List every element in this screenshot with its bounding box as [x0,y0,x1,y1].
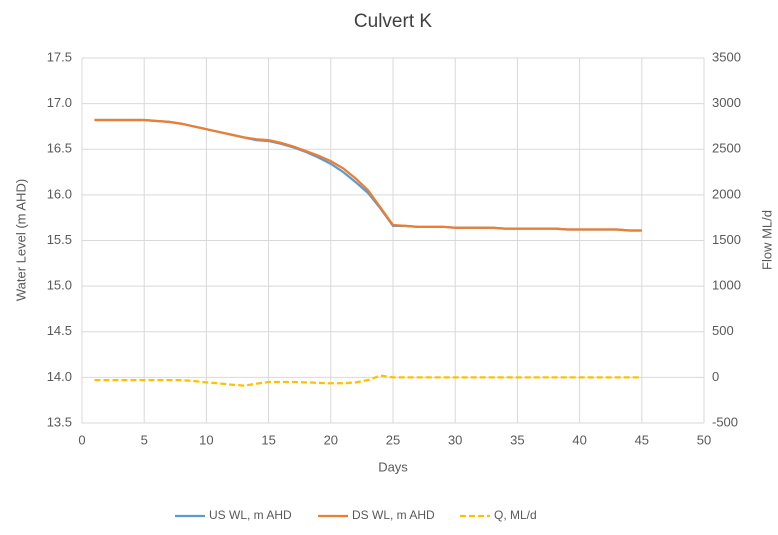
y-axis-label: Water Level (m AHD) [13,179,28,301]
y-tick-label: 16.0 [47,186,72,201]
y2-tick-label: 3000 [712,95,741,110]
y-tick-label: 13.5 [47,414,72,429]
legend-label: US WL, m AHD [209,508,292,522]
x-tick-label: 20 [324,432,338,447]
y-tick-label: 15.0 [47,278,72,293]
legend-label: Q, ML/d [494,508,537,522]
y2-tick-label: 1500 [712,232,741,247]
legend-label: DS WL, m AHD [352,508,435,522]
x-tick-label: 10 [199,432,213,447]
y2-tick-label: 0 [712,369,719,384]
y-tick-label: 14.0 [47,369,72,384]
y2-tick-label: -500 [712,414,738,429]
y-tick-label: 14.5 [47,323,72,338]
x-tick-label: 5 [141,432,148,447]
y2-tick-label: 2000 [712,186,741,201]
series-line [94,374,642,387]
y-tick-label: 17.0 [47,95,72,110]
y-tick-label: 15.5 [47,232,72,247]
x-tick-label: 45 [635,432,649,447]
y2-tick-label: 500 [712,323,734,338]
y-tick-label: 17.5 [47,49,72,64]
x-tick-label: 30 [448,432,462,447]
x-axis-label: Days [378,459,408,474]
y-tick-label: 16.5 [47,141,72,156]
y2-axis-label: Flow ML/d [759,210,774,270]
x-tick-label: 0 [78,432,85,447]
y2-tick-label: 3500 [712,49,741,64]
y2-tick-label: 1000 [712,278,741,293]
x-tick-label: 40 [572,432,586,447]
x-tick-label: 15 [261,432,275,447]
series-line [94,118,642,232]
y2-tick-label: 2500 [712,141,741,156]
chart-title: Culvert K [354,11,432,32]
x-tick-label: 25 [386,432,400,447]
series-line [94,118,642,232]
x-tick-label: 35 [510,432,524,447]
x-tick-label: 50 [697,432,711,447]
